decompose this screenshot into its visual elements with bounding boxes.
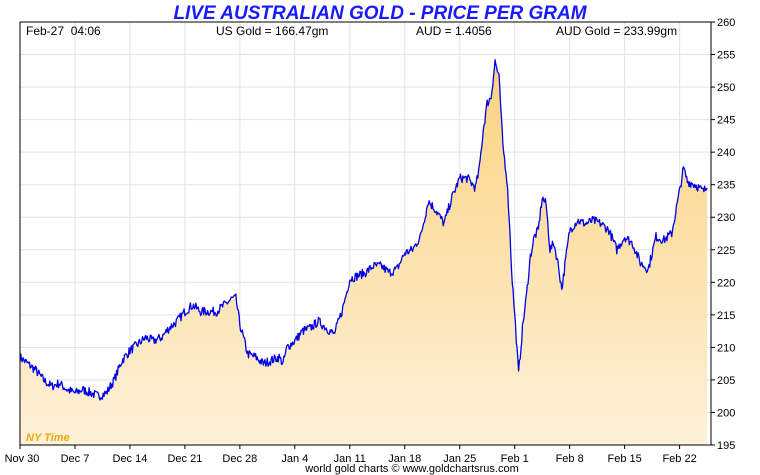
price-area-fill [20,59,708,445]
y-tick-label: 205 [717,375,735,387]
x-tick-label: Jan 11 [334,453,366,465]
y-tick-label: 260 [717,17,735,29]
x-axis-ticks: Nov 30 Dec 7 Dec 14 Dec 21 Dec 28 Jan 4 Jan 11… [5,445,697,465]
x-tick-label: Jan 18 [388,453,421,465]
y-tick-label: 220 [717,277,735,289]
y-tick-label: 240 [717,147,735,159]
x-tick-label: Jan 4 [281,453,308,465]
x-tick-label: Feb 15 [608,453,642,465]
y-tick-label: 225 [717,245,735,257]
y-tick-label: 250 [717,82,735,94]
y-tick-label: 195 [717,440,735,452]
y-tick-label: 210 [717,342,735,354]
x-tick-label: Feb 22 [662,453,696,465]
x-tick-label: Dec 7 [61,453,90,465]
price-line [20,59,708,401]
y-tick-label: 245 [717,115,735,127]
x-tick-label: Feb 8 [556,453,584,465]
aud-gold-readout: AUD Gold = 233.99gm [556,24,677,38]
x-tick-label: Nov 30 [5,453,40,465]
plot-border [19,21,712,446]
x-tick-label: Feb 1 [501,453,529,465]
y-tick-label: 255 [717,50,735,62]
y-tick-label: 215 [717,310,735,322]
y-tick-label: 235 [717,180,735,192]
y-tick-label: 230 [717,212,735,224]
timezone-label: NY Time [26,432,70,444]
y-axis-ticks: 195 200 205 210 215 220 225 230 235 240 245 250 255 2… [711,17,735,452]
x-tick-label: Dec 14 [113,453,148,465]
x-tick-label: Jan 25 [443,453,476,465]
chart-title: LIVE AUSTRALIAN GOLD - PRICE PER GRAM [173,3,587,24]
datetime-readout: Feb-27 04:06 [26,24,101,38]
aud-readout: AUD = 1.4056 [416,24,492,38]
y-tick-label: 200 [717,407,735,419]
credit-text: world gold charts © www.goldchartsrus.co… [304,463,519,475]
us-gold-readout: US Gold = 166.47gm [216,24,328,38]
x-tick-label: Dec 28 [222,453,257,465]
x-tick-label: Dec 21 [167,453,202,465]
